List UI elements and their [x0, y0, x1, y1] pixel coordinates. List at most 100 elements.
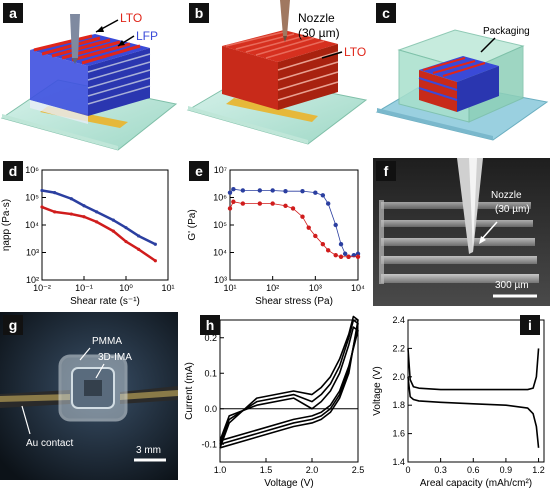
pmma-package — [58, 354, 128, 422]
y-tick-label: 1.4 — [392, 457, 405, 467]
nozzle-icon — [280, 0, 290, 42]
series-line — [407, 376, 540, 448]
y-tick-label: 0.2 — [204, 333, 217, 343]
x-tick-label: 0 — [405, 465, 410, 475]
panel-label-b: b — [189, 3, 209, 23]
chart-i: 0 0.3 0.6 0.9 1.2 1.4 1.6 1.8 2.0 2.2 2.4 Areal cap… — [372, 315, 545, 488]
lfp-label: LFP — [136, 29, 158, 43]
x-tick-label: 2.5 — [352, 465, 365, 475]
x-axis-label: Shear stress (Pa) — [255, 296, 333, 307]
y-tick-label: -0.1 — [201, 439, 217, 449]
data-point — [82, 204, 86, 208]
scale-bar-label: 300 µm — [495, 280, 529, 291]
y-tick-label: 10⁶ — [25, 165, 39, 175]
y-tick-label: 10⁶ — [213, 193, 227, 203]
x-tick-label: 10¹ — [161, 283, 174, 293]
x-tick-label: 10⁰ — [119, 283, 133, 293]
panel-label-c: c — [376, 3, 396, 23]
printed-lines — [379, 200, 539, 284]
series-line — [219, 326, 359, 442]
lto-label: LTO — [120, 11, 142, 25]
3d-ima-label: 3D-IMA — [98, 352, 132, 363]
y-tick-label: 10⁴ — [25, 220, 39, 230]
nozzle-label: Nozzle — [298, 11, 335, 25]
panel-e: 10¹ 10² 10³ 10⁴ 10³ 10⁴ 10⁵ 10⁶ 10⁷ Shear stress … — [186, 158, 366, 308]
panel-g-photo: PMMA 3D-IMA Au contact 3 mm — [0, 312, 178, 480]
panel-label-h: h — [200, 315, 220, 335]
series-line — [219, 315, 359, 449]
plot-frame — [219, 319, 359, 463]
data-point — [111, 218, 115, 222]
pmma-label: PMMA — [92, 336, 122, 347]
y-tick-label: 2.2 — [392, 343, 405, 353]
y-tick-label: 1.8 — [392, 400, 405, 410]
x-tick-label: 1.2 — [532, 465, 545, 475]
panel-label-a: a — [3, 3, 23, 23]
nozzle-label: Nozzle — [491, 190, 522, 201]
packaging-label: Packaging — [483, 26, 530, 37]
x-tick-label: 0.6 — [467, 465, 480, 475]
data-point — [124, 239, 128, 244]
data-point — [95, 220, 99, 224]
nozzle-icon — [70, 14, 80, 64]
x-axis-label: Shear rate (s⁻¹) — [70, 296, 140, 307]
y-axis-label: Voltage (V) — [372, 366, 383, 415]
panel-h: 1.0 1.5 2.0 2.5 -0.1 0.0 0.1 0.2 Voltage (V) Curr… — [182, 312, 366, 488]
plot-frame — [229, 169, 359, 281]
au-contact — [0, 386, 178, 408]
panel-label-i: i — [520, 315, 540, 335]
y-tick-label: 10⁵ — [213, 220, 227, 230]
panel-i: 0 0.3 0.6 0.9 1.2 1.4 1.6 1.8 2.0 2.2 2.4 Areal cap… — [370, 312, 550, 488]
nozzle-size-label: (30 µm) — [298, 26, 340, 40]
series-line — [41, 205, 157, 262]
series-line — [219, 319, 359, 446]
y-axis-label: ηapp (Pa·s) — [1, 199, 12, 251]
scale-bar-label: 3 mm — [136, 445, 161, 456]
y-axis-label: Current (mA) — [184, 362, 195, 420]
panel-g: PMMA 3D-IMA Au contact 3 mm g — [0, 312, 178, 480]
data-point — [137, 234, 141, 238]
panel-f-micrograph: Nozzle (30 µm) 300 µm — [373, 158, 550, 306]
electrode-stack — [30, 34, 151, 124]
y-tick-label: 2.0 — [392, 372, 405, 382]
plot-frame — [407, 319, 545, 463]
data-point — [124, 226, 128, 230]
y-tick-label: 10³ — [26, 248, 39, 258]
data-point — [137, 247, 141, 251]
panel-label-g: g — [3, 315, 23, 335]
x-tick-label: 10⁻² — [33, 283, 51, 293]
x-tick-label: 10¹ — [223, 283, 236, 293]
data-point — [69, 197, 73, 201]
y-tick-label: 0.1 — [204, 368, 217, 378]
nozzle-icon — [457, 158, 483, 254]
data-point — [95, 210, 99, 214]
data-point — [153, 242, 157, 246]
stack-inside — [418, 56, 499, 112]
data-point — [53, 191, 57, 195]
x-axis-label: Areal capacity (mAh/cm²) — [420, 478, 532, 488]
panel-c-illustration: Packaging — [375, 26, 549, 141]
y-tick-label: 10⁴ — [213, 248, 227, 258]
y-tick-label: 0.0 — [204, 404, 217, 414]
x-tick-label: 2.0 — [306, 465, 319, 475]
series-line — [229, 201, 358, 258]
x-tick-label: 0.9 — [500, 465, 513, 475]
y-tick-label: 10⁵ — [25, 193, 39, 203]
x-tick-label: 10³ — [309, 283, 322, 293]
panel-b: Nozzle (30 µm) LTO b — [186, 0, 368, 152]
y-tick-label: 10² — [26, 275, 39, 285]
panel-d: 10⁻² 10⁻¹ 10⁰ 10¹ 10² 10³ 10⁴ 10⁵ 10⁶ Shear rate … — [0, 158, 178, 308]
data-point — [153, 259, 157, 263]
data-point — [111, 229, 115, 233]
x-tick-label: 10⁴ — [351, 283, 365, 293]
panel-f: Nozzle (30 µm) 300 µm f — [373, 158, 550, 306]
chart-d: 10⁻² 10⁻¹ 10⁰ 10¹ 10² 10³ 10⁴ 10⁵ 10⁶ Shear rate … — [1, 165, 175, 307]
panel-label-f: f — [376, 161, 396, 181]
y-tick-label: 1.6 — [392, 429, 405, 439]
chart-e: 10¹ 10² 10³ 10⁴ 10³ 10⁴ 10⁵ 10⁶ 10⁷ Shear stress … — [187, 165, 365, 307]
x-tick-label: 1.5 — [260, 465, 273, 475]
data-point — [40, 188, 44, 193]
plot-frame — [41, 169, 169, 281]
data-point — [53, 210, 57, 214]
lto-label: LTO — [344, 45, 366, 59]
